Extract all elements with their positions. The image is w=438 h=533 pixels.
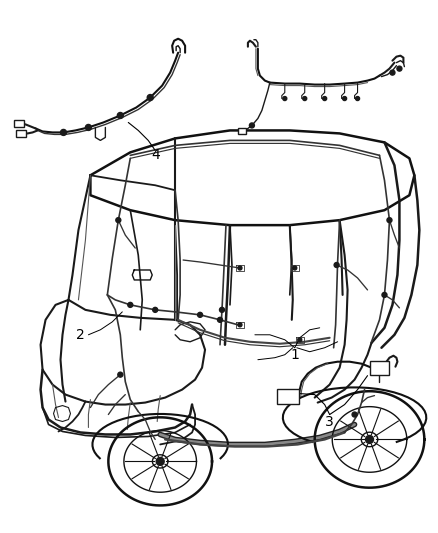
Circle shape bbox=[117, 112, 124, 118]
Text: 2: 2 bbox=[76, 328, 85, 342]
Circle shape bbox=[128, 302, 133, 308]
Circle shape bbox=[238, 266, 242, 270]
Circle shape bbox=[153, 308, 158, 312]
Circle shape bbox=[366, 435, 374, 443]
Circle shape bbox=[198, 312, 202, 317]
Circle shape bbox=[303, 96, 307, 101]
Bar bbox=[16, 130, 25, 137]
Circle shape bbox=[218, 317, 223, 322]
Bar bbox=[238, 128, 246, 134]
Bar bbox=[370, 361, 389, 375]
Circle shape bbox=[382, 293, 387, 297]
Circle shape bbox=[219, 308, 225, 312]
Circle shape bbox=[356, 96, 360, 101]
Circle shape bbox=[343, 96, 346, 101]
Circle shape bbox=[249, 123, 254, 128]
Circle shape bbox=[118, 372, 123, 377]
Bar bbox=[14, 120, 24, 127]
Circle shape bbox=[298, 338, 302, 342]
Circle shape bbox=[390, 70, 395, 75]
Circle shape bbox=[156, 457, 164, 465]
Circle shape bbox=[387, 217, 392, 223]
Circle shape bbox=[397, 66, 402, 71]
Circle shape bbox=[60, 130, 67, 135]
Circle shape bbox=[323, 96, 327, 101]
Circle shape bbox=[352, 412, 357, 417]
Text: 1: 1 bbox=[290, 348, 299, 362]
Text: 4: 4 bbox=[151, 148, 159, 163]
Circle shape bbox=[283, 96, 287, 101]
Circle shape bbox=[334, 263, 339, 268]
Circle shape bbox=[238, 323, 242, 327]
Circle shape bbox=[116, 217, 121, 223]
Circle shape bbox=[147, 94, 153, 101]
Circle shape bbox=[293, 266, 297, 270]
Text: 3: 3 bbox=[325, 415, 334, 429]
Bar bbox=[277, 389, 299, 404]
Circle shape bbox=[85, 124, 92, 131]
